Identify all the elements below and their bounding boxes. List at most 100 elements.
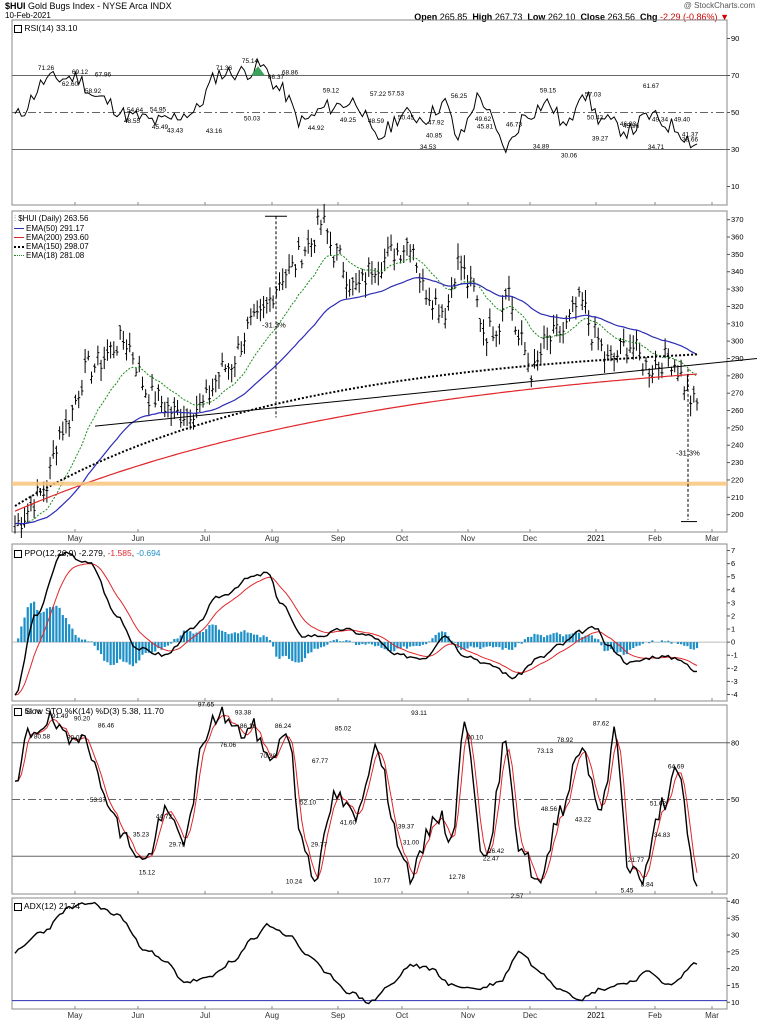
y-tick-label: 240 (731, 441, 744, 450)
stoch-value-label: 10.77 (374, 878, 391, 885)
ppo-hist-bar (476, 642, 479, 648)
ppo-hist-bar (466, 642, 469, 649)
ppo-hist-bar (329, 641, 332, 643)
ppo-hist-bar (87, 641, 90, 643)
ppo-hist-bar (546, 635, 549, 643)
stoch-value-label: 29.77 (311, 842, 328, 849)
rsi-value-label: 67.96 (95, 71, 112, 78)
legend-price: ⫶ $HUI (Daily) 263.56 (14, 214, 89, 224)
ppo-hist-bar (409, 642, 412, 647)
ppo-hist-bar (36, 610, 39, 643)
y-tick-label: 370 (731, 215, 744, 224)
month-label-price: Dec (523, 534, 537, 543)
bar-legend-icon: ⫶ (14, 214, 16, 223)
ppo-hist-bar (335, 639, 338, 643)
ppo-hist-bar (377, 642, 380, 646)
rsi-value-label: 59.12 (323, 88, 340, 95)
ppo-hist-bar (370, 642, 374, 645)
ppo-hist-bar (635, 642, 638, 647)
ppo-hist-bar (310, 642, 313, 653)
y-tick-label: 330 (731, 285, 744, 294)
rsi-value-label: 48.55 (124, 118, 141, 125)
ppo-hist-bar (131, 642, 135, 667)
legend-ema50: EMA(50) 291.17 (14, 224, 89, 233)
stoch-value-label: 26.42 (488, 848, 505, 855)
stoch-value-label: 80.10 (467, 735, 484, 742)
ppo-hist-bar (33, 601, 36, 643)
y-tick-label: 220 (731, 475, 744, 484)
ppo-hist-bar (182, 630, 186, 643)
stoch-value-label: 21.77 (628, 857, 645, 864)
ppo-hist-bar (160, 642, 163, 650)
ppo-hist-bar (590, 635, 593, 643)
ppo-hist-bar (217, 629, 221, 643)
ppo-hist-bar (485, 642, 488, 647)
rsi-title-text: RSI(14) 33.10 (24, 23, 78, 33)
ppo-hist-bar (393, 642, 396, 652)
ppo-hist-bar (138, 642, 141, 661)
month-label-bottom: Jul (200, 1011, 210, 1020)
panel-frame-ppo (11, 543, 728, 702)
ppo-hist-bar (268, 640, 272, 643)
ppo-hist-bar (565, 634, 568, 643)
month-label-price: Sep (331, 534, 346, 543)
ppo-hist-bar (686, 642, 689, 647)
ppo-hist-bar (192, 633, 195, 643)
stoch-value-label: 22.47 (483, 856, 500, 863)
y-tick-label: 15 (731, 981, 739, 990)
ppo-hist-bar (74, 634, 77, 643)
rsi-value-label: 54.95 (150, 106, 167, 113)
ppo-hist-bar (39, 612, 42, 643)
rsi-value-label: 34.89 (533, 143, 550, 150)
close-label: Close (580, 12, 605, 22)
legend-ema200-text: EMA(200) 293.60 (26, 233, 89, 242)
y-tick-label: 3 (731, 598, 735, 607)
stoch-value-label: 78.92 (557, 737, 574, 744)
ppo-hist-bar (128, 642, 131, 665)
stoch-value-label: 80.58 (34, 734, 51, 741)
ppo-hist-bar (55, 605, 58, 643)
legend-ema50-text: EMA(50) 291.17 (26, 224, 85, 233)
rsi-value-label: 49.25 (340, 117, 357, 124)
legend-ema18: EMA(18) 281.08 (14, 251, 89, 260)
ppo-hist-bar (361, 642, 364, 645)
y-tick-label: 90 (731, 34, 739, 43)
ppo-hist-bar (495, 642, 498, 647)
ppo-hist-bar (542, 637, 546, 643)
ppo-hist-bar (185, 631, 189, 643)
month-label-bottom: 2021 (587, 1011, 605, 1020)
ppo-hist-bar (26, 607, 29, 643)
ppo-hist-bar (163, 642, 166, 647)
ppo-hist-bar (61, 615, 64, 643)
ppo-hist-bar (58, 607, 61, 643)
ppo-hist-bar (262, 635, 265, 643)
ppo-hist-bar (52, 606, 55, 643)
ppo-hist-bar (166, 642, 170, 646)
ppo-hist-bar (208, 625, 211, 643)
y-tick-label: 350 (731, 250, 744, 259)
ppo-hist-bar (112, 642, 115, 665)
open-value: 265.85 (439, 12, 468, 22)
month-label-bottom: Mar (705, 1011, 719, 1020)
rsi-title: RSI(14) 33.10 (14, 23, 77, 33)
y-tick-label: 30 (731, 931, 739, 940)
y-tick-label: 20 (731, 964, 739, 973)
rsi-line (14, 57, 698, 154)
rsi-value-label: 46.93 (620, 121, 637, 128)
ppo-hist-bar (68, 624, 71, 643)
stoch-value-label: 10.24 (286, 879, 303, 886)
rsi-value-label: 30.06 (561, 152, 578, 159)
ppo-hist-bar (189, 631, 192, 643)
month-label-price: May (67, 534, 82, 543)
y-tick-label: 50 (731, 108, 739, 117)
legend-ema200: EMA(200) 293.60 (14, 233, 89, 242)
ppo-hist-bar (428, 641, 431, 643)
y-tick-label: 80 (731, 738, 739, 747)
adx-title-text: ADX(12) 21.74 (23, 901, 81, 911)
ppo-hist-bar (625, 642, 628, 655)
y-tick-label: 230 (731, 458, 744, 467)
y-tick-label: 210 (731, 493, 744, 502)
legend-ema150-text: EMA(150) 298.07 (26, 242, 89, 251)
ppo-hist-bar (526, 636, 530, 643)
ppo-hist-bar (348, 640, 351, 643)
